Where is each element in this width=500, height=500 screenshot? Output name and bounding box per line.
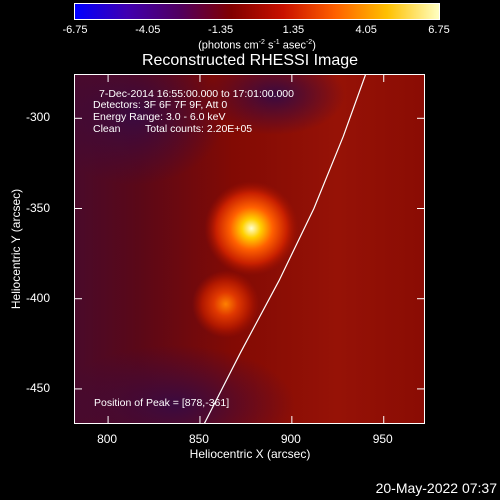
colorbar-tick-label: 6.75 (428, 24, 450, 36)
colorbar-tick-label: 1.35 (282, 24, 305, 36)
annotation-detectors: Detectors: 3F 6F 7F 9F, Att 0 (93, 99, 228, 111)
footer-timestamp: 20-May-2022 07:37 (375, 480, 497, 496)
solar-limb-line (203, 75, 366, 423)
x-tick-label: 850 (188, 432, 209, 446)
annotation-clean: Clean (93, 123, 121, 135)
heatmap-svg (75, 75, 424, 423)
chart-title: Reconstructed RHESSI Image (141, 52, 359, 69)
heatmap-plot-area (74, 74, 425, 424)
y-axis-label: Heliocentric Y (arcsec) (9, 188, 23, 310)
annotation-total-counts: Total counts: 2.20E+05 (145, 123, 253, 135)
x-axis-label: Heliocentric X (arcsec) (189, 447, 311, 461)
low-intensity-region (205, 75, 345, 135)
colorbar (74, 3, 440, 20)
y-tick-label: -350 (26, 200, 51, 215)
emission-source (204, 181, 299, 276)
y-tick-label: -300 (26, 110, 51, 125)
low-intensity-region (75, 75, 225, 185)
colorbar-unit-label: (photons cm-2 s-1 asec-2) (198, 39, 316, 52)
x-tick-label: 900 (280, 432, 301, 446)
colorbar-tick-label: -4.05 (135, 24, 161, 36)
colorbar-tick-label: -6.75 (62, 24, 88, 36)
emission-source (192, 270, 260, 338)
low-intensity-region (75, 345, 295, 423)
y-tick-label: -450 (26, 380, 51, 395)
y-tick-label: -400 (26, 290, 51, 305)
annotation-time-range: 7-Dec-2014 16:55:00.000 to 17:01:00.000 (99, 88, 294, 100)
colorbar-tick-label: 4.05 (355, 24, 377, 36)
annotation-energy-range: Energy Range: 3.0 - 6.0 keV (93, 111, 226, 123)
x-tick-label: 950 (372, 432, 393, 446)
annotation-peak-position: Position of Peak = [878,-361] (94, 397, 230, 409)
x-tick-label: 800 (97, 432, 118, 446)
colorbar-tick-label: -1.35 (208, 24, 234, 36)
